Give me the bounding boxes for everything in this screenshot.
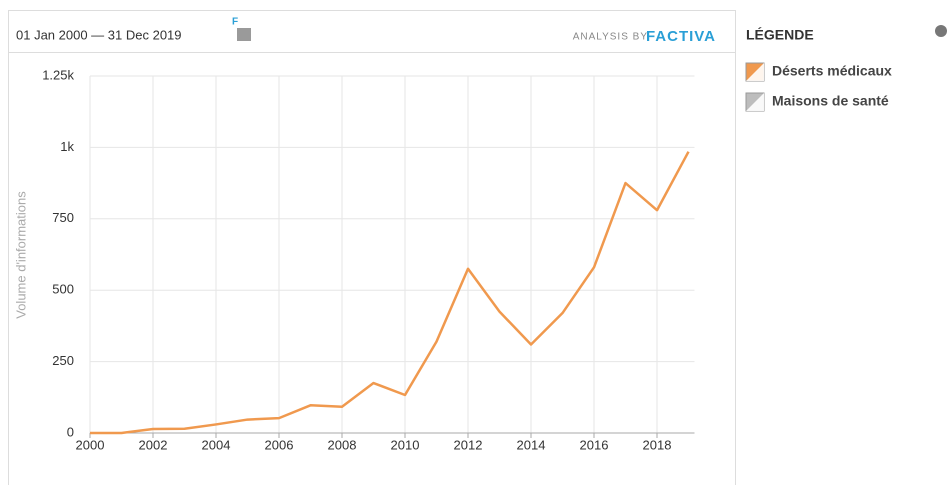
y-tick-label: 1.25k <box>42 67 74 82</box>
export-icon-f[interactable]: F <box>232 17 238 28</box>
x-tick-label: 2004 <box>202 437 231 452</box>
legend-swatch-corner <box>746 63 764 81</box>
y-tick-label: 250 <box>52 353 74 368</box>
x-tick-label: 2006 <box>265 437 294 452</box>
x-tick-label: 2002 <box>139 437 168 452</box>
legend-label[interactable]: Déserts médicaux <box>772 63 892 79</box>
y-tick-label: 500 <box>52 282 74 297</box>
x-tick-label: 2008 <box>328 437 357 452</box>
x-tick-label: 2018 <box>643 437 672 452</box>
y-tick-label: 750 <box>52 210 74 225</box>
x-tick-label: 2016 <box>580 437 609 452</box>
analysis-brand: FACTIVA <box>646 28 716 45</box>
x-tick-label: 2014 <box>517 437 546 452</box>
legend-title: LÉGENDE <box>746 27 814 43</box>
x-tick-label: 2012 <box>454 437 483 452</box>
info-icon[interactable] <box>935 25 947 37</box>
date-range: 01 Jan 2000 — 31 Dec 2019 <box>16 27 182 42</box>
export-icon[interactable]: F <box>232 17 251 41</box>
series-line <box>90 151 690 435</box>
y-tick-label: 1k <box>60 139 74 154</box>
y-axis-label: Volume d'informations <box>13 191 28 319</box>
export-icon-body[interactable] <box>237 28 251 41</box>
legend-swatch-corner <box>746 93 764 111</box>
y-tick-label: 0 <box>67 424 74 439</box>
chart-panel <box>8 10 736 490</box>
analysis-prefix: ANALYSIS BY <box>573 32 648 43</box>
legend-label[interactable]: Maisons de santé <box>772 93 889 109</box>
x-tick-label: 2000 <box>76 437 105 452</box>
x-tick-label: 2010 <box>391 437 420 452</box>
